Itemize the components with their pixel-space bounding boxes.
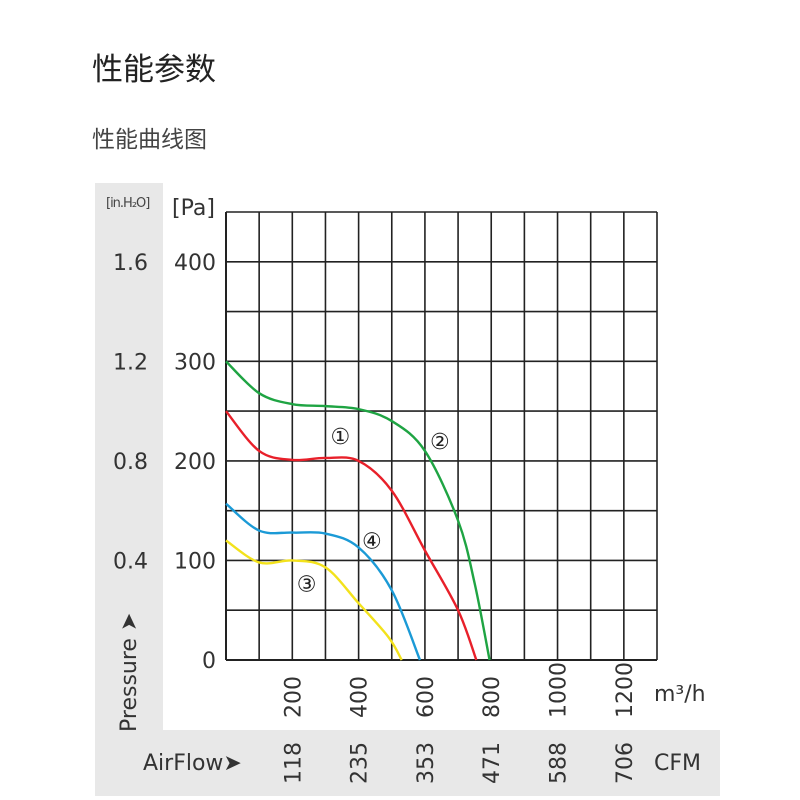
inh2o-unit: [in.H₂O] [106, 196, 150, 211]
y-tick-label: 300 [174, 350, 216, 375]
x-tick-label: 1200 [613, 662, 638, 718]
chart-subtitle: 性能曲线图 [92, 127, 207, 153]
series-line-3 [225, 539, 403, 661]
series-line-4 [225, 502, 422, 661]
inh2o-tick-label: 1.6 [113, 251, 148, 276]
series-line-2 [225, 360, 491, 661]
y-tick-label: 200 [174, 450, 216, 475]
airflow-label: AirFlow➤ [143, 751, 242, 776]
x-tick-label: 400 [348, 676, 373, 718]
cfm-tick-label: 353 [414, 742, 439, 784]
left-axis-band [95, 183, 163, 730]
cfm-tick-label: 588 [547, 742, 572, 784]
x-tick-label: 1000 [547, 662, 572, 718]
bottom-axis-band [95, 730, 720, 796]
cfm-tick-label: 118 [281, 742, 306, 784]
x-tick-label: 600 [414, 676, 439, 718]
cfm-unit: CFM [654, 751, 701, 776]
inh2o-tick-label: 0.8 [113, 450, 148, 475]
series-line-1 [225, 410, 478, 661]
cfm-tick-label: 706 [613, 742, 638, 784]
cfm-tick-label: 471 [480, 742, 505, 784]
x-tick-label: 200 [281, 676, 306, 718]
page-title: 性能参数 [92, 52, 216, 88]
inh2o-tick-label: 1.2 [113, 350, 148, 375]
series-label-4: ④ [362, 530, 382, 555]
y-tick-label: 100 [174, 549, 216, 574]
cfm-tick-label: 235 [348, 742, 373, 784]
y-tick-label: 400 [174, 251, 216, 276]
series-label-2: ② [430, 430, 450, 455]
series-label-3: ③ [297, 572, 317, 597]
series-label-1: ① [331, 425, 351, 450]
pa-unit: [Pa] [172, 196, 215, 221]
x-tick-label: 800 [480, 676, 505, 718]
x-unit: m³/h [654, 682, 706, 707]
y-tick-label: 0 [202, 649, 216, 674]
inh2o-tick-label: 0.4 [113, 549, 148, 574]
